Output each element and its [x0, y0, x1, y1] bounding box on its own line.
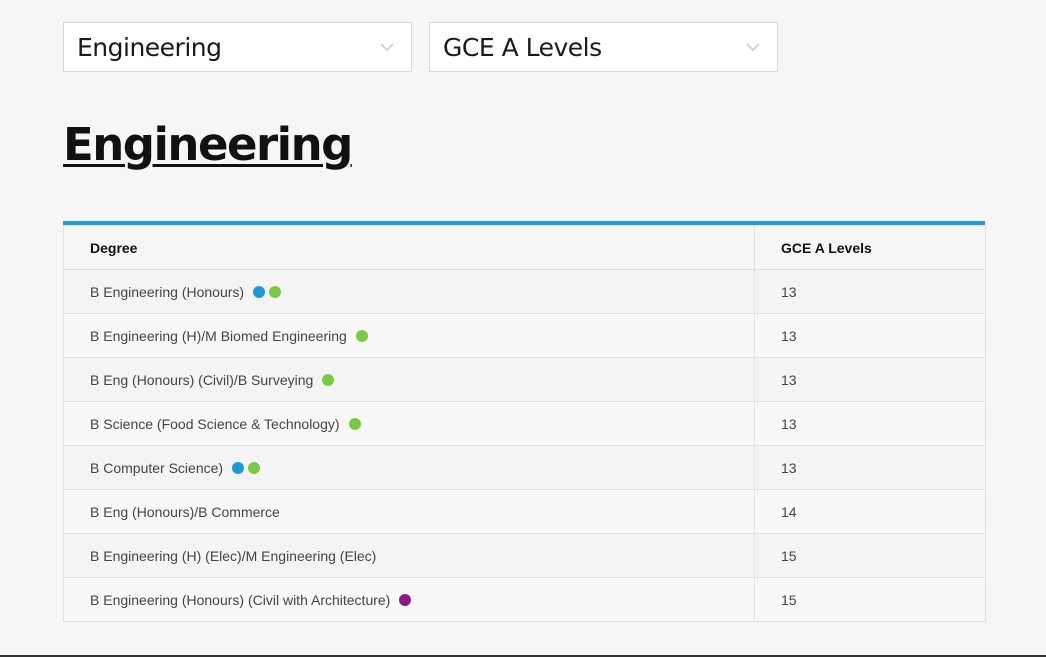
dot-icon	[322, 373, 335, 386]
degree-name: B Eng (Honours) (Civil)/B Surveying	[90, 371, 314, 388]
table-row: B Eng (Honours) (Civil)/B Surveying 13	[63, 357, 986, 402]
table-row: B Engineering (Honours) 13	[63, 269, 986, 314]
degree-cell: B Science (Food Science & Technology)	[63, 401, 755, 446]
table-row: B Computer Science) 13	[63, 445, 986, 490]
degree-table: Degree GCE A Levels B Engineering (Honou…	[63, 221, 986, 622]
faculty-select-value: Engineering	[77, 32, 222, 62]
dot-icon	[269, 285, 282, 298]
degree-name: B Engineering (Honours) (Civil with Arch…	[90, 591, 391, 608]
column-header-degree: Degree	[63, 225, 755, 270]
score-cell: 13	[754, 357, 986, 402]
degree-cell: B Engineering (Honours) (Civil with Arch…	[63, 577, 755, 622]
score-cell: 13	[754, 269, 986, 314]
dot-icon	[348, 417, 361, 430]
chevron-down-icon	[380, 43, 394, 52]
score-cell: 13	[754, 401, 986, 446]
dot-icon	[399, 593, 412, 606]
score-cell: 15	[754, 533, 986, 578]
table-row: B Eng (Honours)/B Commerce 14	[63, 489, 986, 534]
dot-icon	[355, 329, 368, 342]
dot-icon	[248, 461, 261, 474]
degree-cell: B Computer Science)	[63, 445, 755, 490]
degree-cell: B Engineering (Honours)	[63, 269, 755, 314]
table-row: B Science (Food Science & Technology) 13	[63, 401, 986, 446]
degree-name: B Science (Food Science & Technology)	[90, 415, 340, 432]
score-cell: 15	[754, 577, 986, 622]
faculty-select[interactable]: Engineering	[63, 22, 412, 72]
dot-icon	[253, 285, 266, 298]
page-title: Engineering	[63, 118, 353, 171]
chevron-down-icon	[746, 43, 760, 52]
table-row: B Engineering (H)/M Biomed Engineering 13	[63, 313, 986, 358]
degree-cell: B Engineering (H) (Elec)/M Engineering (…	[63, 533, 755, 578]
degree-cell: B Engineering (H)/M Biomed Engineering	[63, 313, 755, 358]
score-cell: 13	[754, 313, 986, 358]
degree-cell: B Eng (Honours) (Civil)/B Surveying	[63, 357, 755, 402]
footer-divider	[0, 655, 1046, 657]
table-row: B Engineering (Honours) (Civil with Arch…	[63, 577, 986, 622]
degree-name: B Engineering (H)/M Biomed Engineering	[90, 327, 347, 344]
table-header-row: Degree GCE A Levels	[63, 225, 986, 270]
dot-icon	[232, 461, 245, 474]
qualification-select[interactable]: GCE A Levels	[429, 22, 778, 72]
score-cell: 14	[754, 489, 986, 534]
score-cell: 13	[754, 445, 986, 490]
table-row: B Engineering (H) (Elec)/M Engineering (…	[63, 533, 986, 578]
degree-name: B Computer Science)	[90, 459, 224, 476]
degree-cell: B Eng (Honours)/B Commerce	[63, 489, 755, 534]
column-header-gce-a-levels: GCE A Levels	[754, 225, 986, 270]
degree-name: B Eng (Honours)/B Commerce	[90, 503, 280, 520]
degree-name: B Engineering (H) (Elec)/M Engineering (…	[90, 547, 377, 564]
qualification-select-value: GCE A Levels	[443, 32, 602, 62]
degree-name: B Engineering (Honours)	[90, 283, 245, 300]
